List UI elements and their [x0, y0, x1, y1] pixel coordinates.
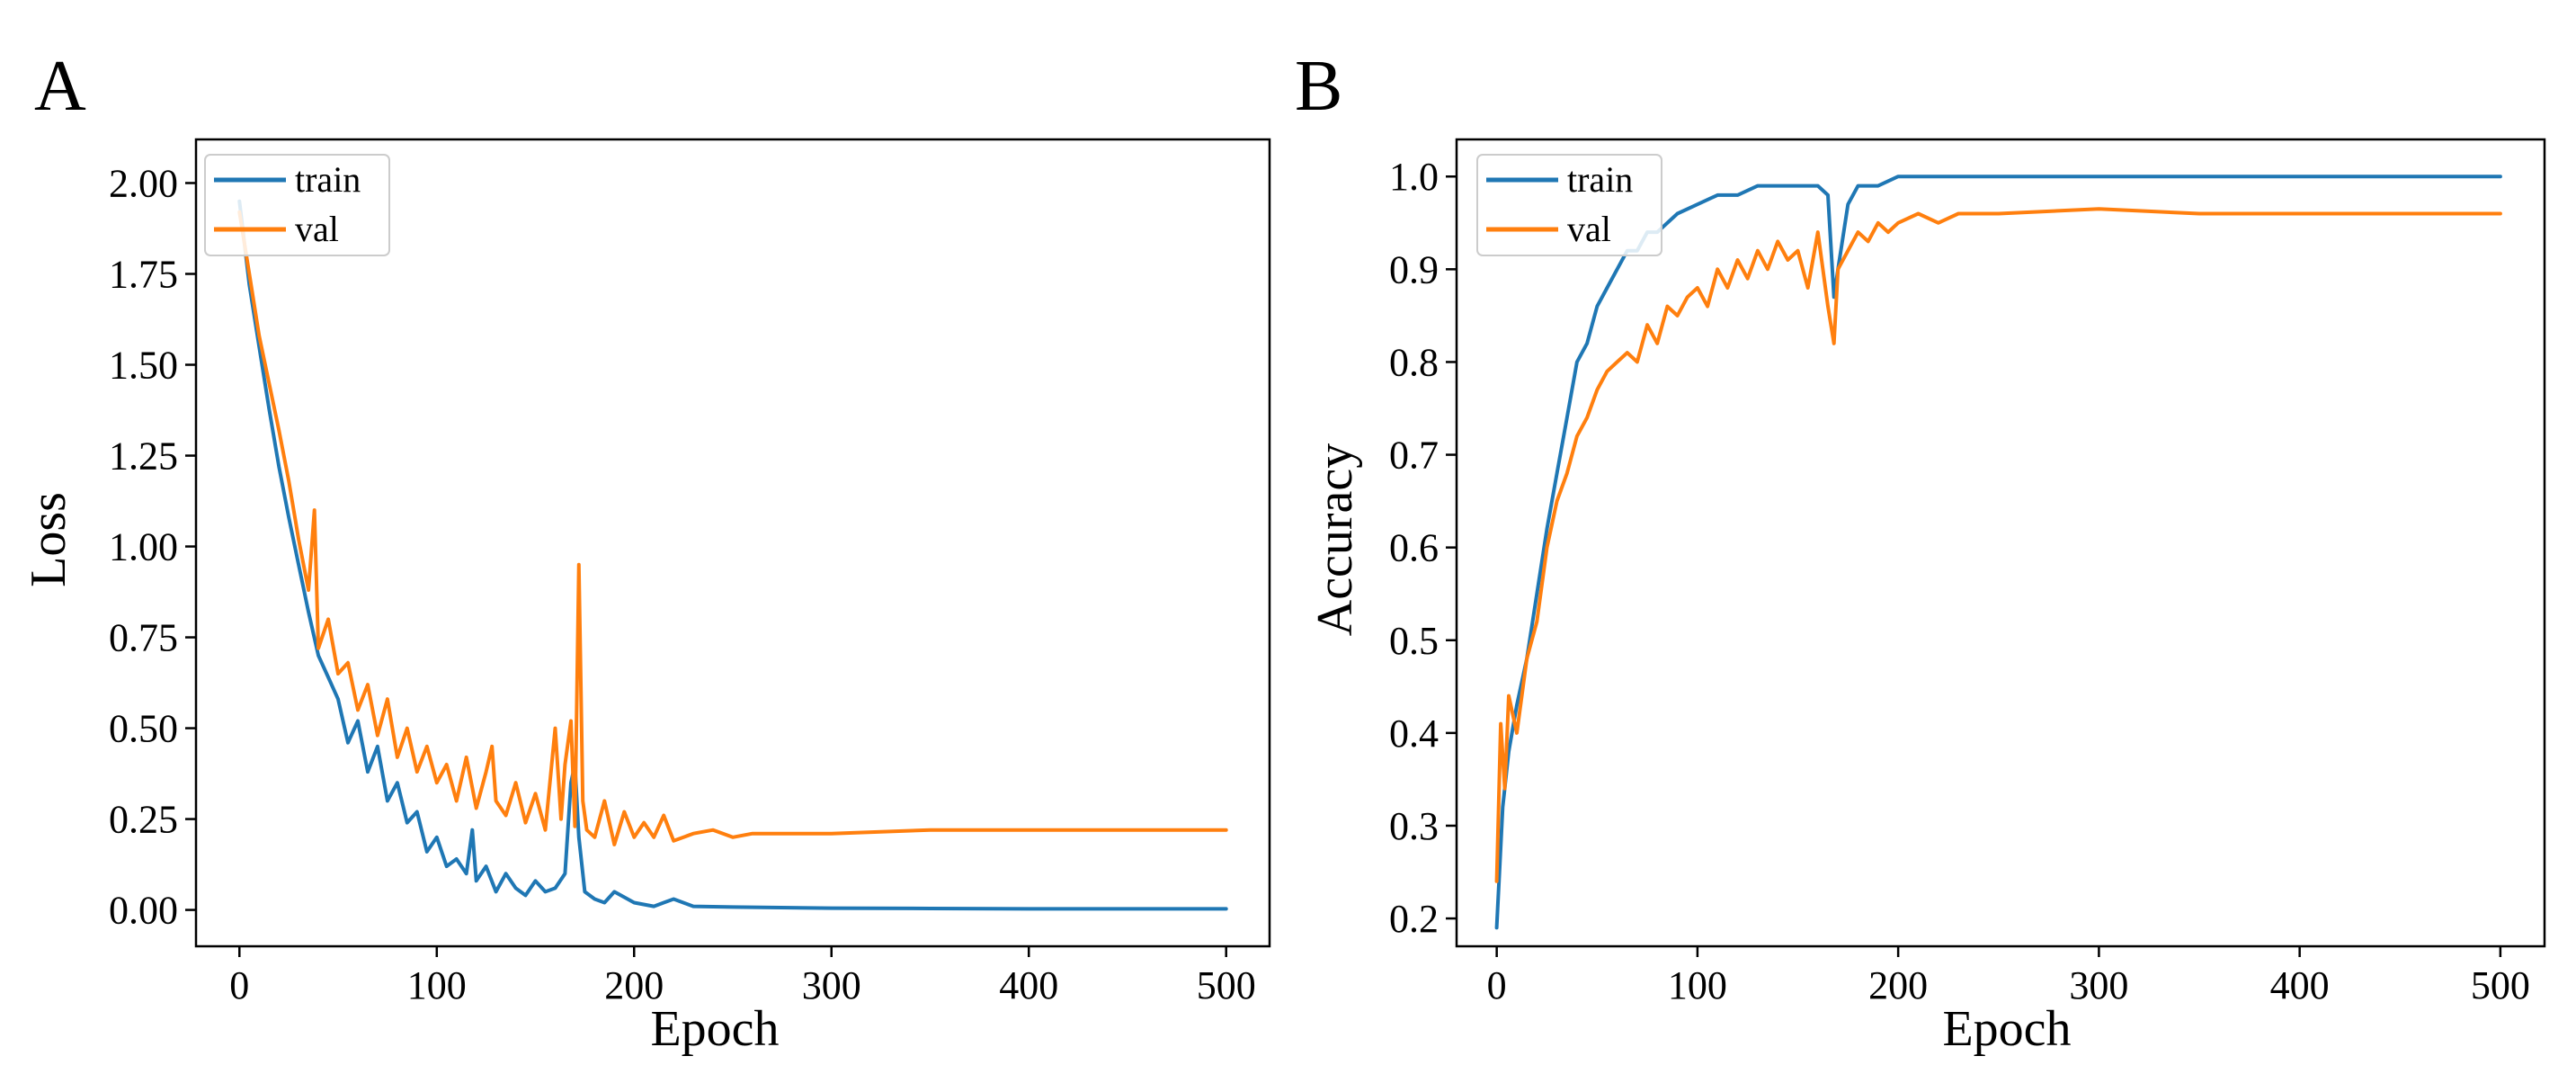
accuracy-legend: train val	[1476, 154, 1662, 256]
accuracy-series-val	[1494, 207, 2502, 883]
loss-legend: train val	[204, 154, 390, 256]
accuracy-y-tick-label: 1.0	[1389, 155, 1439, 199]
accuracy-y-ticks: 0.2 0.3 0.4 0.5 0.6 0.7 0.8 0.9 1.0	[1389, 155, 1457, 941]
loss-plot-frame	[194, 138, 1271, 948]
loss-x-tick-label: 100	[407, 963, 467, 1007]
loss-y-tick-label: 1.50	[109, 344, 178, 388]
loss-x-tick-label: 400	[999, 963, 1058, 1007]
loss-series-val	[237, 210, 1228, 846]
loss-x-tick-label: 200	[604, 963, 664, 1007]
loss-y-tick-label: 2.00	[109, 161, 178, 205]
accuracy-y-tick-label: 0.3	[1389, 804, 1439, 848]
accuracy-y-tick-label: 0.4	[1389, 712, 1439, 756]
loss-y-tick-label: 0.75	[109, 616, 178, 660]
accuracy-x-tick-label: 200	[1868, 963, 1928, 1007]
loss-legend-val-label: val	[295, 209, 339, 249]
loss-y-tick-label: 0.00	[109, 889, 178, 933]
accuracy-x-axis-label: Epoch	[1942, 1001, 2071, 1057]
loss-y-tick-label: 1.00	[109, 525, 178, 569]
loss-x-tick-label: 0	[229, 963, 249, 1007]
loss-y-tick-label: 1.25	[109, 434, 178, 479]
accuracy-plot-area	[1494, 175, 2502, 930]
panel-a: A 0 100 200 300 400 500 0.00 0.25 0.50 0.75 1.00 1…	[21, 47, 1271, 1057]
accuracy-y-tick-label: 0.7	[1389, 434, 1439, 478]
accuracy-x-ticks: 0 100 200 300 400 500	[1487, 946, 2530, 1007]
accuracy-y-axis-label: Accuracy	[1307, 443, 1363, 637]
accuracy-y-tick-label: 0.6	[1389, 526, 1439, 570]
panel-a-letter: A	[34, 47, 86, 126]
accuracy-y-tick-label: 0.8	[1389, 340, 1439, 384]
loss-y-axis-label: Loss	[21, 492, 76, 587]
loss-y-ticks: 0.00 0.25 0.50 0.75 1.00 1.25 1.50 1.75 2.00	[109, 161, 196, 933]
loss-plot-area	[237, 199, 1228, 911]
panel-b: B 0 100 200 300 400 500 0.2 0.3 0.4 0.5 0.6 0.7 0.8…	[1295, 47, 2546, 1057]
accuracy-series-train	[1494, 175, 2502, 930]
accuracy-plot-frame	[1455, 138, 2546, 948]
accuracy-x-tick-label: 0	[1487, 963, 1507, 1007]
accuracy-legend-val-label: val	[1567, 209, 1611, 249]
accuracy-x-tick-label: 500	[2471, 963, 2530, 1007]
accuracy-y-tick-label: 0.2	[1389, 897, 1439, 941]
loss-y-tick-label: 0.50	[109, 707, 178, 751]
accuracy-legend-train-label: train	[1567, 159, 1633, 200]
panel-b-letter: B	[1295, 47, 1342, 126]
loss-x-axis-label: Epoch	[650, 1001, 779, 1057]
accuracy-x-tick-label: 100	[1668, 963, 1727, 1007]
loss-x-ticks: 0 100 200 300 400 500	[229, 946, 1256, 1007]
loss-legend-train-label: train	[295, 159, 361, 200]
accuracy-y-tick-label: 0.9	[1389, 247, 1439, 291]
accuracy-y-tick-label: 0.5	[1389, 619, 1439, 663]
loss-y-tick-label: 0.25	[109, 798, 178, 842]
loss-y-tick-label: 1.75	[109, 253, 178, 297]
loss-series-train	[237, 199, 1228, 911]
accuracy-x-tick-label: 300	[2069, 963, 2128, 1007]
accuracy-x-tick-label: 400	[2270, 963, 2330, 1007]
loss-x-tick-label: 500	[1197, 963, 1256, 1007]
loss-x-tick-label: 300	[802, 963, 861, 1007]
